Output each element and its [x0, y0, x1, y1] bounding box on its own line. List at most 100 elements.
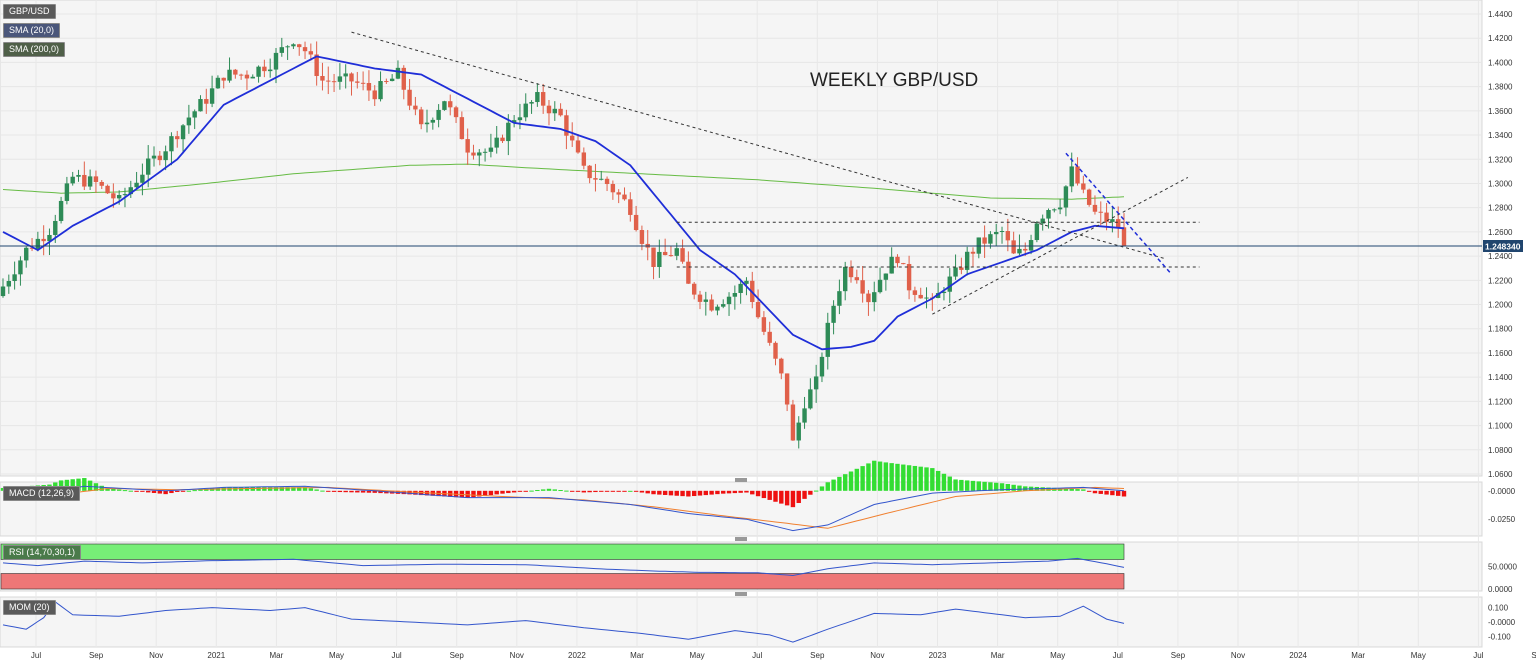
macd-histogram-bar [761, 490, 767, 499]
candle-down [204, 99, 209, 104]
y-tick-label: 1.4200 [1488, 34, 1513, 43]
macd-histogram-bar [326, 490, 331, 492]
symbol-label[interactable]: GBP/USD [3, 4, 56, 19]
macd-histogram-bar [877, 461, 883, 491]
macd-histogram-bar [366, 490, 372, 493]
macd-label[interactable]: MACD (12,26,9) [3, 486, 81, 501]
x-tick-label: Jul [1113, 651, 1123, 660]
sma20-label[interactable]: SMA (20,0) [3, 23, 61, 38]
candle-up [924, 297, 929, 299]
candle-down [709, 299, 714, 311]
macd-histogram-bar [564, 490, 569, 492]
candle-up [146, 158, 151, 175]
macd-histogram-bar [180, 490, 186, 492]
candle-up [1040, 218, 1045, 224]
macd-histogram-bar [1110, 490, 1115, 496]
candle-up [796, 422, 801, 441]
candle-up [273, 52, 279, 70]
candle-down [546, 105, 552, 114]
candle-up [64, 183, 70, 201]
candle-down [1121, 227, 1127, 247]
macd-histogram-bar [755, 490, 761, 497]
candle-up [1028, 240, 1034, 251]
macd-histogram-bar [378, 490, 383, 494]
candle-up [180, 125, 186, 140]
macd-histogram-bar [146, 490, 151, 493]
candle-up [389, 78, 395, 82]
candle-down [662, 251, 668, 256]
candle-up [517, 117, 523, 121]
candle-up [964, 251, 970, 270]
macd-histogram-bar [558, 490, 563, 492]
candle-down [912, 290, 918, 295]
candle-down [448, 101, 453, 108]
candle-down [1092, 204, 1098, 212]
sma200-label[interactable]: SMA (200,0) [3, 42, 66, 57]
y-tick-label: 1.4400 [1488, 10, 1513, 19]
candle-down [982, 237, 987, 244]
candle-down [680, 248, 685, 262]
macd-histogram-bar [802, 490, 807, 499]
candle-down [29, 247, 35, 249]
macd-histogram-bar [355, 490, 360, 493]
candle-up [744, 280, 749, 284]
macd-histogram-bar [279, 487, 284, 491]
panel-splitter-handle[interactable] [735, 478, 747, 482]
candle-up [337, 76, 343, 82]
mom-label[interactable]: MOM (20) [3, 600, 56, 615]
macd-histogram-bar [1115, 490, 1121, 496]
macd-histogram-bar [151, 490, 157, 493]
candle-down [860, 280, 865, 294]
candle-down [453, 107, 459, 118]
chart-title: WEEKLY GBP/USD [810, 70, 978, 91]
candle-up [6, 281, 12, 287]
macd-histogram-bar [964, 480, 970, 491]
macd-histogram-bar [523, 490, 528, 492]
candle-up [825, 322, 830, 357]
candle-down [686, 261, 691, 284]
mom-tick-label: 0.100 [1488, 604, 1509, 613]
panel-splitter-handle[interactable] [735, 592, 747, 596]
candle-up [116, 195, 122, 199]
macd-histogram-bar [912, 465, 918, 491]
macd-histogram-bar [128, 490, 133, 492]
y-tick-label: 1.2600 [1488, 228, 1513, 237]
candle-up [947, 276, 952, 292]
candle-up [477, 152, 482, 156]
macd-line [2, 485, 1125, 532]
macd-histogram-bar [494, 490, 499, 495]
macd-tick-label: -0.0000 [1488, 487, 1516, 496]
current-price-badge: 1.248340 [1485, 242, 1521, 252]
candle-up [721, 304, 726, 307]
candle-down [331, 81, 337, 83]
candle-up [1069, 166, 1074, 187]
macd-histogram-bar [616, 490, 621, 492]
candle-up [186, 117, 192, 126]
macd-histogram-bar [691, 490, 697, 497]
macd-histogram-bar [930, 468, 935, 491]
panel-splitter-handle[interactable] [735, 537, 747, 541]
candle-down [221, 77, 226, 81]
candle-down [593, 178, 598, 180]
macd-histogram-bar [343, 490, 348, 493]
candle-down [244, 74, 250, 79]
y-tick-label: 1.2000 [1488, 301, 1513, 310]
candle-down [558, 108, 563, 116]
y-tick-label: 1.3000 [1488, 179, 1513, 188]
x-tick-label: May [1411, 651, 1426, 660]
candle-up [12, 274, 17, 282]
candle-down [639, 230, 645, 244]
macd-histogram-bar [488, 490, 494, 496]
rsi-label[interactable]: RSI (14,70,30,1) [3, 545, 82, 560]
candle-down [459, 117, 465, 140]
candle-up [1052, 209, 1057, 211]
x-tick-label: Nov [149, 651, 163, 660]
candle-down [320, 76, 325, 81]
macd-histogram-bar [192, 490, 197, 492]
macd-histogram-bar [540, 489, 546, 491]
candle-up [24, 247, 29, 261]
macd-histogram-bar [854, 468, 860, 491]
macd-histogram-bar [134, 490, 139, 492]
y-tick-label: 1.0600 [1488, 470, 1513, 479]
